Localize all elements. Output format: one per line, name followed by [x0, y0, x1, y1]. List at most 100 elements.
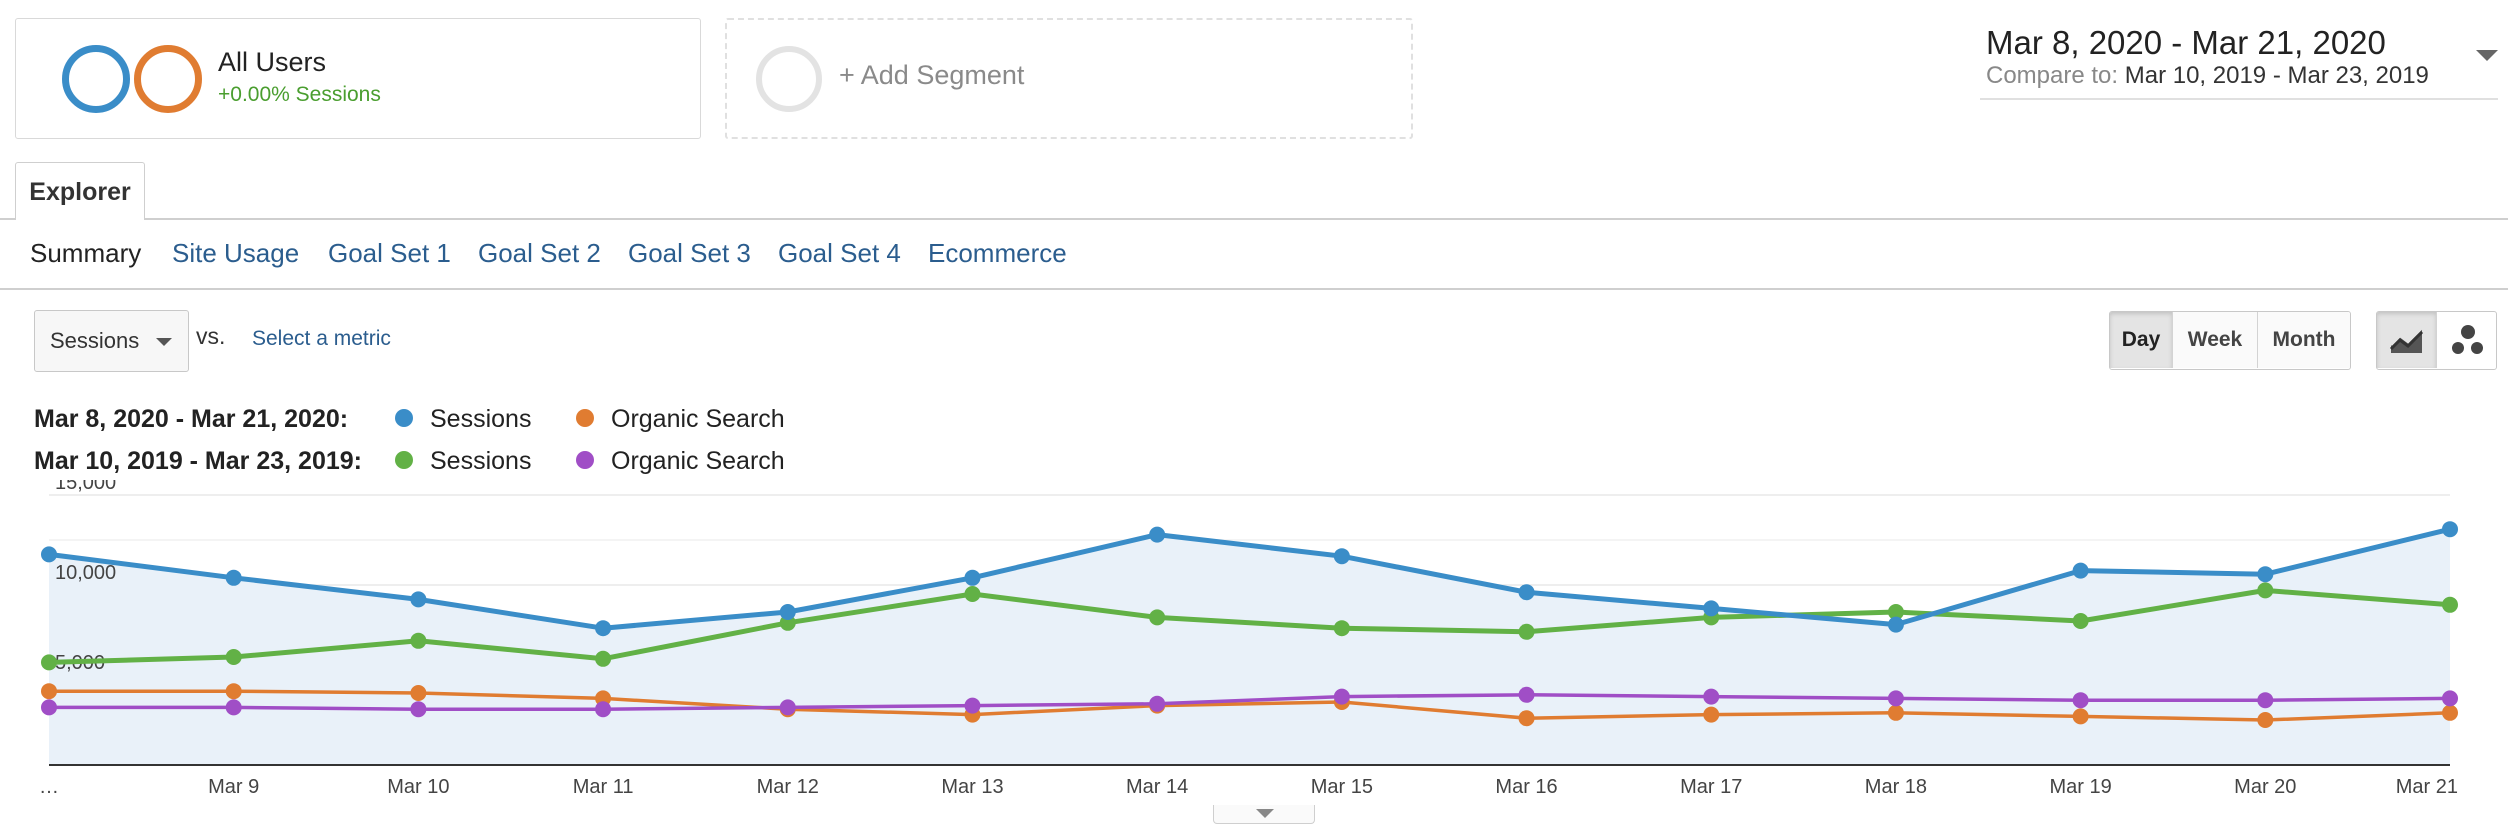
data-point [1703, 600, 1720, 617]
series-line [48, 526, 2451, 631]
week-button[interactable]: Week [2173, 312, 2258, 368]
data-point [2072, 562, 2089, 579]
select-metric-link[interactable]: Select a metric [252, 327, 391, 350]
data-point [779, 699, 796, 716]
data-point [595, 650, 612, 667]
data-point [2442, 704, 2458, 721]
month-button[interactable]: Month [2258, 312, 2350, 368]
data-point [2072, 692, 2089, 709]
data-point [2442, 521, 2458, 538]
chevron-down-icon[interactable] [2476, 50, 2498, 61]
legend-dot-sessions-current [395, 409, 413, 427]
motion-chart-icon[interactable] [2437, 312, 2496, 368]
data-point [41, 699, 57, 716]
subnav-ecommerce[interactable]: Ecommerce [928, 238, 1067, 268]
legend-dot-organic-compare [576, 451, 594, 469]
data-point [1887, 604, 1904, 620]
series-line [48, 587, 2451, 665]
data-point [1333, 548, 1350, 565]
tab-explorer[interactable]: Explorer [15, 162, 145, 220]
segment-title: All Users [218, 47, 327, 77]
data-point [779, 604, 796, 620]
legend-label-organic-current: Organic Search [611, 405, 785, 433]
chevron-down-icon [156, 338, 172, 346]
segment-subtitle: +0.00% Sessions [218, 83, 381, 106]
data-point [964, 569, 981, 586]
compare-label: Compare to: [1986, 62, 2119, 89]
add-segment-button[interactable]: + Add Segment [725, 18, 1413, 139]
x-tick-label: Mar 17 [1680, 776, 1742, 798]
x-tick-label: Mar 21 [2396, 776, 2458, 798]
day-button[interactable]: Day [2110, 312, 2173, 368]
x-tick-label: Mar 11 [573, 776, 634, 798]
vs-label: vs. [196, 323, 226, 349]
legend-label-organic-compare: Organic Search [611, 447, 785, 475]
data-point [2257, 692, 2274, 709]
x-tick-label: … [39, 776, 59, 798]
subnav-goal-set-1[interactable]: Goal Set 1 [328, 238, 451, 268]
subnav-goal-set-2[interactable]: Goal Set 2 [478, 238, 601, 268]
x-tick-label: Mar 20 [2234, 776, 2296, 798]
data-point [2257, 582, 2274, 599]
data-point [964, 586, 981, 602]
data-point [2442, 596, 2458, 613]
series-line [49, 693, 2451, 711]
x-tick-label: Mar 13 [941, 776, 1003, 798]
data-point [1518, 710, 1535, 727]
data-point [2072, 708, 2089, 725]
data-point [410, 591, 427, 608]
legend-label-sessions-current: Sessions [430, 405, 532, 433]
date-range-picker[interactable]: Mar 8, 2020 - Mar 21, 2020 Compare to: M… [1980, 20, 2498, 100]
data-point [41, 546, 57, 563]
data-point [1149, 526, 1166, 543]
chart-type-toggle [2376, 311, 2497, 370]
data-point [964, 697, 981, 714]
subnav-summary[interactable]: Summary [30, 238, 142, 268]
data-point [410, 685, 427, 701]
chart-expand-toggle[interactable] [1213, 805, 1315, 824]
subnav-goal-set-3[interactable]: Goal Set 3 [628, 238, 751, 268]
x-tick-label: Mar 10 [387, 776, 449, 798]
data-point [595, 701, 612, 718]
line-chart-icon[interactable] [2377, 312, 2437, 368]
legend-dot-organic-current [576, 409, 594, 427]
chevron-down-icon [1256, 809, 1274, 818]
x-tick-label: Mar 16 [1495, 776, 1557, 798]
data-point [1149, 609, 1166, 626]
data-point [1887, 690, 1904, 707]
data-point [2257, 712, 2274, 728]
x-tick-label: Mar 12 [757, 776, 819, 798]
data-point [41, 683, 57, 700]
data-point [595, 620, 612, 637]
data-point [1887, 704, 1904, 721]
date-range-main: Mar 8, 2020 - Mar 21, 2020 [1986, 24, 2386, 61]
data-point [410, 632, 427, 649]
area-fill [49, 529, 2450, 765]
y-tick-label: 15,000 [55, 480, 116, 494]
data-point [41, 654, 57, 671]
series-line [49, 689, 2451, 722]
data-point [225, 569, 242, 586]
segment-circle-current-icon [62, 45, 130, 113]
x-tick-label: Mar 18 [1865, 776, 1927, 798]
date-range-compare: Compare to: Mar 10, 2019 - Mar 23, 2019 [1986, 62, 2429, 90]
segment-circle-compare-icon [134, 45, 202, 113]
metric-select[interactable]: Sessions [34, 310, 189, 372]
data-point [1333, 688, 1350, 705]
tab-divider [0, 218, 2508, 220]
add-segment-label: + Add Segment [839, 60, 1025, 90]
legend-label-sessions-compare: Sessions [430, 447, 532, 475]
data-point [1518, 584, 1535, 601]
metric-select-value: Sessions [50, 328, 140, 353]
subnav-goal-set-4[interactable]: Goal Set 4 [778, 238, 901, 268]
data-point [2442, 690, 2458, 707]
data-point [1518, 623, 1535, 640]
x-tick-label: Mar 15 [1311, 776, 1373, 798]
legend-range-compare: Mar 10, 2019 - Mar 23, 2019: [34, 447, 362, 475]
data-point [225, 649, 242, 665]
segment-all-users[interactable]: All Users +0.00% Sessions [15, 18, 701, 139]
y-tick-label: 10,000 [55, 562, 116, 584]
subnav-site-usage[interactable]: Site Usage [172, 238, 300, 268]
data-point [2257, 566, 2274, 583]
data-point [1703, 688, 1720, 705]
